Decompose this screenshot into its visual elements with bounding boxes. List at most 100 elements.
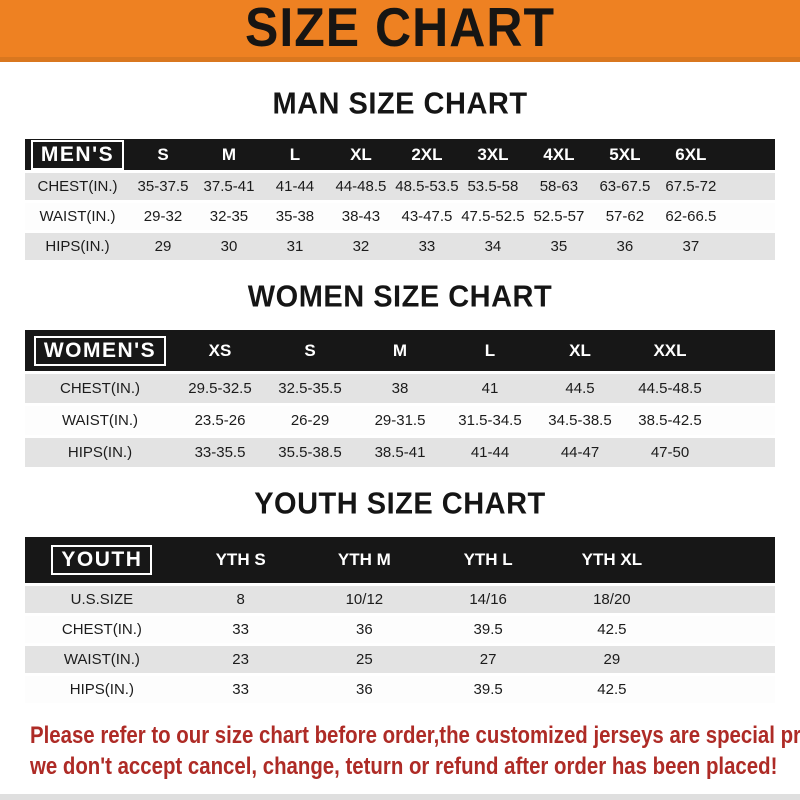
measurement-value: 29 <box>550 646 674 673</box>
measurement-value: 29-31.5 <box>355 406 445 435</box>
filler-cell <box>723 173 775 200</box>
size-header-row: YOUTH YTH S YTH M YTH L YTH XL <box>25 537 775 583</box>
measurement-value: 36 <box>591 233 658 260</box>
table-row: CHEST(IN.) 35-37.5 37.5-41 41-44 44-48.5 48.5… <box>25 173 775 200</box>
table-row: CHEST(IN.) 33 36 39.5 42.5 <box>25 616 775 643</box>
row-label: CHEST(IN.) <box>25 374 175 403</box>
measurement-value: 41 <box>445 374 535 403</box>
measurement-value: 34 <box>459 233 526 260</box>
filler-cell <box>723 203 775 230</box>
filler-cell <box>715 374 775 403</box>
filler-cell <box>673 646 775 673</box>
measurement-value: 26-29 <box>265 406 355 435</box>
footer-note: Please refer to our size chart before or… <box>0 720 800 782</box>
measurement-value: 23 <box>178 646 303 673</box>
row-label: CHEST(IN.) <box>25 173 130 200</box>
row-label: WAIST(IN.) <box>25 646 179 673</box>
table-label: MEN'S <box>30 139 125 170</box>
measurement-value: 29.5-32.5 <box>175 374 265 403</box>
men-section-heading: MAN SIZE CHART <box>272 87 528 121</box>
measurement-value: 43-47.5 <box>393 203 460 230</box>
table-row: WAIST(IN.) 23 25 27 29 <box>25 646 775 673</box>
measurement-value: 38 <box>355 374 445 403</box>
banner-title: SIZE CHART <box>244 0 556 59</box>
filler-cell <box>673 616 775 643</box>
measurement-value: 38.5-42.5 <box>625 406 715 435</box>
size-column-header: 3XL <box>459 139 526 170</box>
measurement-value: 47-50 <box>625 438 715 467</box>
measurement-value: 41-44 <box>261 173 328 200</box>
size-column-header: S <box>130 139 196 170</box>
measurement-value: 36 <box>302 676 427 703</box>
table-label: WOMEN'S <box>33 335 167 366</box>
size-column-header: YTH S <box>178 537 303 583</box>
measurement-value: 44.5 <box>535 374 625 403</box>
measurement-value: 32-35 <box>195 203 262 230</box>
measurement-value: 38-43 <box>327 203 394 230</box>
measurement-value: 35-37.5 <box>130 173 196 200</box>
measurement-value: 25 <box>302 646 427 673</box>
filler-cell <box>715 438 775 467</box>
size-column-header: XS <box>175 330 265 371</box>
measurement-value: 37 <box>657 233 724 260</box>
men-size-table-container: MEN'S S M L XL 2XL 3XL 4XL 5XL 6XL CHEST(IN.) 35-37… <box>0 136 800 263</box>
women-section-heading: WOMEN SIZE CHART <box>247 280 553 314</box>
measurement-value: 33 <box>393 233 460 260</box>
measurement-value: 33-35.5 <box>175 438 265 467</box>
bottom-divider <box>0 794 800 800</box>
measurement-value: 18/20 <box>550 586 674 613</box>
measurement-value: 29 <box>130 233 196 260</box>
row-label: HIPS(IN.) <box>25 438 175 467</box>
women-size-table-container: WOMEN'S XS S M L XL XXL CHEST(IN.) 29.5-32.5 32.5… <box>0 327 800 470</box>
row-label: WAIST(IN.) <box>25 406 175 435</box>
size-column-header: XL <box>327 139 394 170</box>
size-column-header: S <box>265 330 355 371</box>
measurement-value: 39.5 <box>426 676 550 703</box>
measurement-value: 41-44 <box>445 438 535 467</box>
measurement-value: 53.5-58 <box>459 173 526 200</box>
measurement-value: 37.5-41 <box>195 173 262 200</box>
row-label: WAIST(IN.) <box>25 203 130 230</box>
size-chart-banner: SIZE CHART <box>0 0 800 62</box>
measurement-value: 63-67.5 <box>591 173 658 200</box>
size-header-row: WOMEN'S XS S M L XL XXL <box>25 330 775 371</box>
size-column-header: YTH XL <box>550 537 674 583</box>
measurement-value: 32.5-35.5 <box>265 374 355 403</box>
filler-cell <box>673 537 775 583</box>
table-row: U.S.SIZE 8 10/12 14/16 18/20 <box>25 586 775 613</box>
row-label: CHEST(IN.) <box>25 616 179 643</box>
filler-cell <box>723 233 775 260</box>
table-label: YOUTH <box>51 545 153 575</box>
youth-size-table: YOUTH YTH S YTH M YTH L YTH XL U.S.SIZE 8 10/12… <box>25 534 775 706</box>
size-column-header: YTH M <box>302 537 427 583</box>
filler-cell <box>715 330 775 371</box>
measurement-value: 31.5-34.5 <box>445 406 535 435</box>
measurement-value: 35 <box>525 233 592 260</box>
table-row: HIPS(IN.) 33 36 39.5 42.5 <box>25 676 775 703</box>
filler-cell <box>723 139 775 170</box>
table-row: WAIST(IN.) 23.5-26 26-29 29-31.5 31.5-34.5 34… <box>25 406 775 435</box>
measurement-value: 35-38 <box>261 203 328 230</box>
row-label: HIPS(IN.) <box>25 233 130 260</box>
row-label: HIPS(IN.) <box>25 676 179 703</box>
table-row: HIPS(IN.) 33-35.5 35.5-38.5 38.5-41 41-44 44-… <box>25 438 775 467</box>
size-column-header: 5XL <box>591 139 658 170</box>
size-column-header: YTH L <box>426 537 550 583</box>
measurement-value: 33 <box>178 616 303 643</box>
filler-cell <box>673 676 775 703</box>
size-column-header: XL <box>535 330 625 371</box>
measurement-value: 34.5-38.5 <box>535 406 625 435</box>
measurement-value: 42.5 <box>550 616 674 643</box>
size-column-header: L <box>445 330 535 371</box>
table-row: WAIST(IN.) 29-32 32-35 35-38 38-43 43-47.5 47.… <box>25 203 775 230</box>
table-row: HIPS(IN.) 29 30 31 32 33 34 35 36 37 <box>25 233 775 260</box>
measurement-value: 14/16 <box>426 586 550 613</box>
measurement-value: 58-63 <box>525 173 592 200</box>
size-column-header: M <box>195 139 262 170</box>
measurement-value: 42.5 <box>550 676 674 703</box>
measurement-value: 33 <box>178 676 303 703</box>
youth-section-heading: YOUTH SIZE CHART <box>254 487 546 521</box>
measurement-value: 35.5-38.5 <box>265 438 355 467</box>
measurement-value: 52.5-57 <box>525 203 592 230</box>
measurement-value: 48.5-53.5 <box>393 173 460 200</box>
